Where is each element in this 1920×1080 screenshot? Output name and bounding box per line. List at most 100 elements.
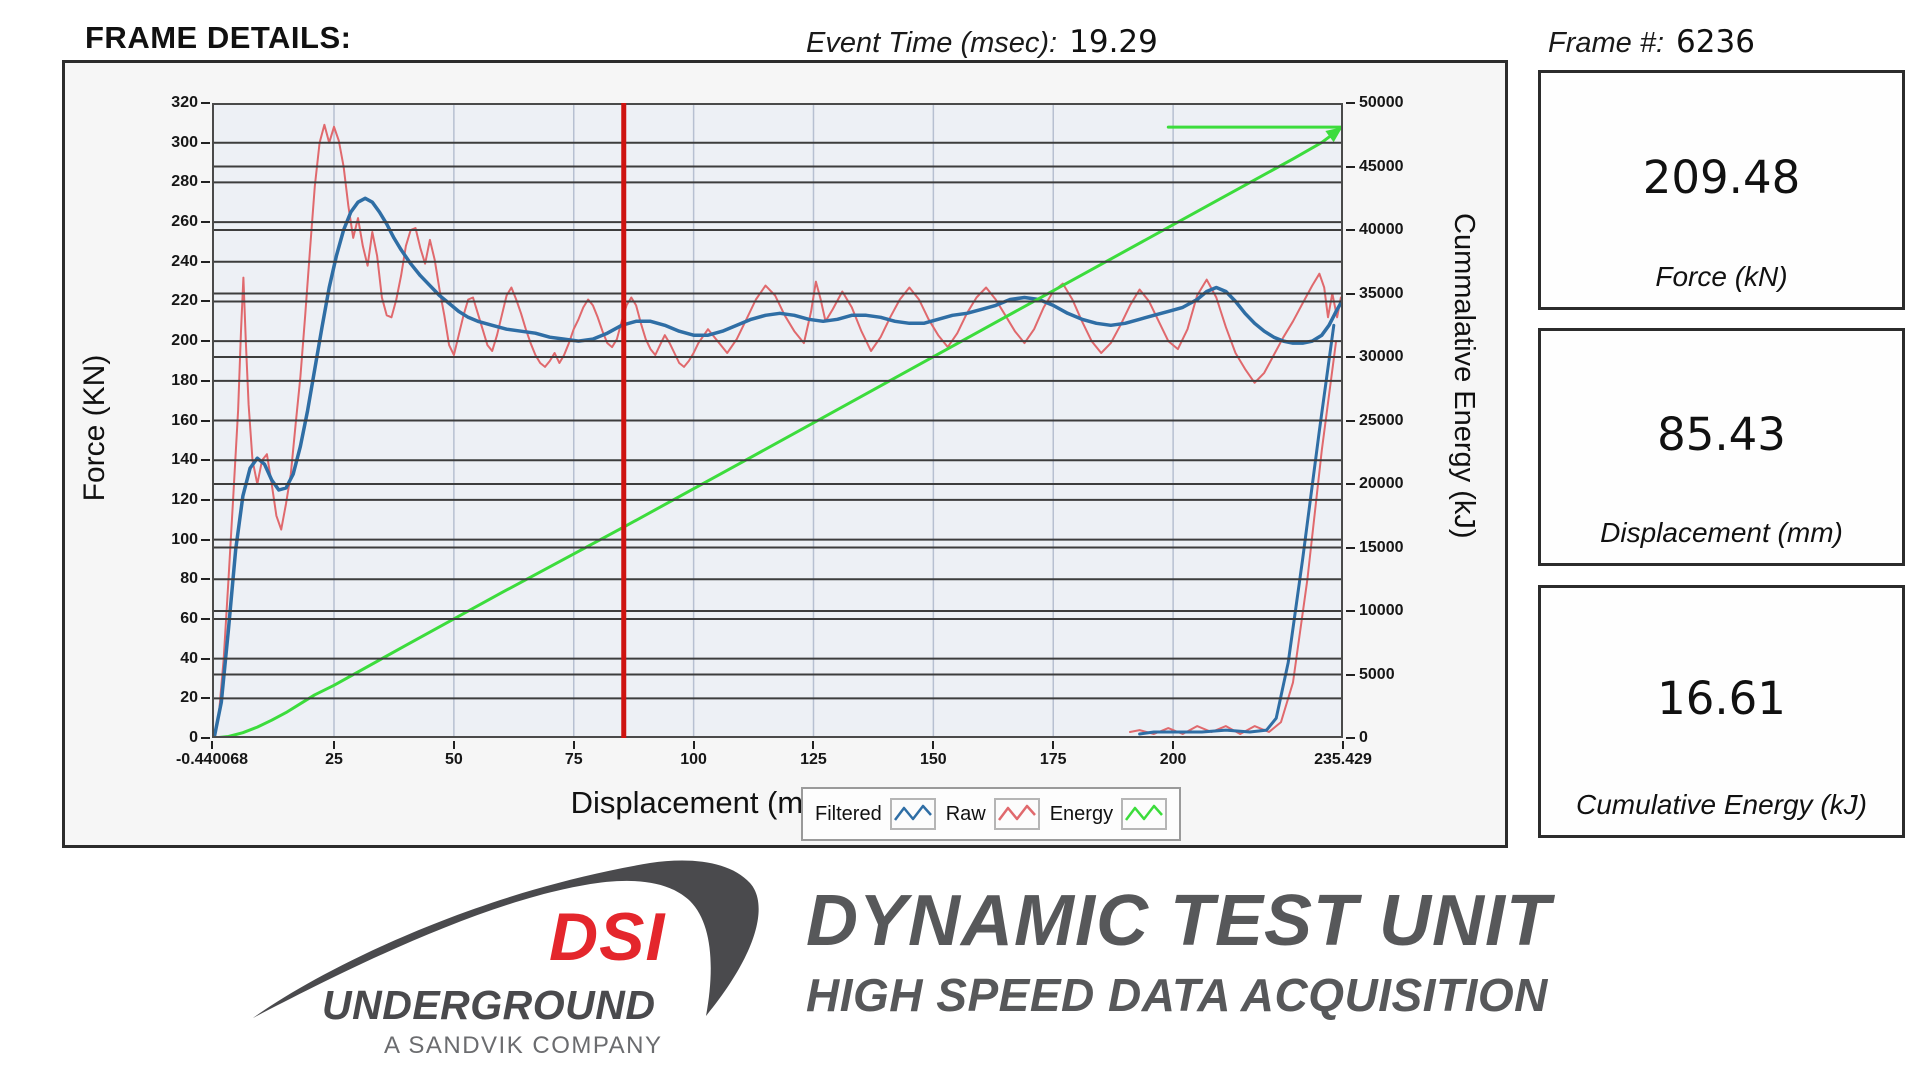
filtered-line [212, 196, 1343, 738]
force-readout-box: 209.48 Force (kN) [1538, 70, 1905, 310]
event-time-value: 19.29 [1069, 24, 1158, 60]
x-tick-mark [332, 741, 335, 749]
app-subtitle: HIGH SPEED DATA ACQUISITION [806, 969, 1548, 1021]
legend-item-filtered[interactable]: Filtered [815, 798, 936, 830]
x-tick-label: 75 [564, 751, 583, 768]
y-left-tick-mark [201, 737, 210, 739]
y-left-tick-mark [201, 657, 210, 660]
y-left-tick-label: 40 [180, 649, 198, 667]
y-right-tick-label: 40000 [1359, 221, 1404, 238]
legend-item-raw[interactable]: Raw [946, 798, 1040, 830]
y-right-tick-mark [1346, 229, 1355, 231]
y-left-tick-label: 180 [171, 371, 198, 389]
legend-swatch-energy [1121, 798, 1168, 830]
x-tick-label: 50 [444, 751, 463, 768]
y-left-tick-mark [201, 617, 210, 620]
energy-arrowhead [1325, 127, 1343, 143]
y-left-tick-mark [201, 498, 210, 501]
y-left-tick-label: 320 [171, 94, 198, 111]
y-left-tick-mark [201, 459, 210, 462]
right-axis-title: Cummalative Energy (kJ) [1448, 213, 1480, 539]
energy-readout-box: 16.61 Cumulative Energy (kJ) [1538, 585, 1905, 838]
displacement-value: 85.43 [1657, 407, 1786, 461]
y-right-tick-label: 10000 [1359, 602, 1404, 619]
y-left-tick-label: 60 [180, 609, 198, 627]
energy-value: 16.61 [1657, 672, 1786, 725]
frame-number-value: 6236 [1676, 24, 1755, 60]
y-left-tick-label: 0 [189, 729, 198, 746]
swoosh-shape [253, 860, 759, 1018]
legend-item-energy[interactable]: Energy [1049, 798, 1168, 830]
x-tick-label: 235.429 [1314, 751, 1372, 768]
y-right-tick-mark [1346, 419, 1355, 422]
y-left-tick-mark [201, 379, 210, 382]
displacement-label: Displacement (mm) [1600, 517, 1843, 548]
y-right-tick-mark [1346, 673, 1355, 676]
x-tick-mark [1172, 741, 1175, 749]
frame-number-label: Frame #: [1548, 27, 1665, 59]
chart-legend: Filtered Raw Energy [801, 787, 1182, 841]
displacement-readout-box: 85.43 Displacement (mm) [1538, 328, 1905, 566]
y-left-tick-mark [201, 419, 210, 422]
legend-label: Raw [945, 802, 986, 825]
x-tick-label: -0.440068 [175, 751, 249, 768]
x-axis-title: Displacement (mm) [570, 785, 840, 820]
y-left-tick-mark [201, 300, 210, 303]
y-right-tick-label: 25000 [1359, 411, 1404, 429]
y-right-tick-mark [1346, 737, 1355, 739]
y-left-tick-label: 300 [171, 133, 198, 151]
y-left-tick-label: 80 [180, 570, 198, 588]
y-right-tick-label: 20000 [1359, 475, 1404, 492]
y-right-tick-label: 15000 [1359, 538, 1404, 556]
force-displacement-chart[interactable] [212, 103, 1343, 738]
event-time-label: Event Time (msec): [806, 27, 1058, 59]
y-left-tick-label: 160 [171, 411, 198, 429]
y-left-tick-mark [201, 538, 210, 541]
x-tick-label: 200 [1159, 751, 1187, 768]
y-left-tick-mark [201, 260, 210, 263]
y-left-tick-label: 100 [171, 530, 198, 548]
y-right-tick-mark [1346, 356, 1355, 358]
filtered_rebound-line [1138, 323, 1336, 736]
y-left-tick-mark [201, 340, 210, 343]
y-left-tick-label: 220 [171, 292, 198, 310]
y-left-tick-label: 120 [171, 490, 198, 508]
chart-panel: Force (KN) Cummalative Energy (kJ) Displ… [62, 60, 1508, 848]
y-left-tick-label: 20 [180, 689, 198, 707]
y-right-tick-mark [1346, 165, 1355, 168]
raw-line [213, 123, 1343, 738]
y-left-tick-mark [201, 697, 210, 700]
legend-label: Filtered [815, 802, 882, 825]
y-left-tick-label: 140 [171, 451, 198, 469]
underground-logo-text: UNDERGROUND [322, 982, 656, 1028]
x-tick-label: 175 [1039, 751, 1067, 768]
y-left-tick-mark [201, 221, 210, 224]
x-tick-mark [692, 741, 695, 749]
x-tick-label: 100 [680, 751, 707, 768]
y-right-tick-mark [1346, 610, 1355, 612]
force-value: 209.48 [1642, 150, 1801, 204]
y-left-tick-mark [201, 181, 210, 184]
plot-area[interactable] [212, 103, 1343, 738]
x-tick-mark [452, 741, 455, 749]
y-right-tick-label: 30000 [1359, 348, 1404, 365]
x-tick-mark [1342, 741, 1344, 749]
y-right-tick-mark [1346, 292, 1355, 295]
y-left-tick-label: 240 [171, 252, 198, 270]
x-tick-mark [812, 741, 815, 749]
frame-number-readout: Frame #: 6236 [1548, 24, 1755, 60]
y-left-tick-label: 200 [171, 332, 198, 350]
force-label: Force (kN) [1655, 261, 1788, 292]
y-right-tick-mark [1346, 102, 1355, 104]
legend-label: Energy [1049, 802, 1114, 825]
y-left-tick-mark [201, 578, 210, 581]
y-right-tick-mark [1346, 483, 1355, 485]
energy-label: Cumulative Energy (kJ) [1576, 789, 1867, 820]
y-right-tick-label: 0 [1359, 729, 1368, 746]
event-time-readout: Event Time (msec): 19.29 [806, 24, 1158, 60]
y-left-tick-label: 280 [171, 173, 198, 191]
sandvik-tagline: A SANDVIK COMPANY [384, 1032, 663, 1059]
y-right-tick-label: 50000 [1359, 94, 1404, 111]
y-right-tick-label: 45000 [1359, 157, 1404, 175]
